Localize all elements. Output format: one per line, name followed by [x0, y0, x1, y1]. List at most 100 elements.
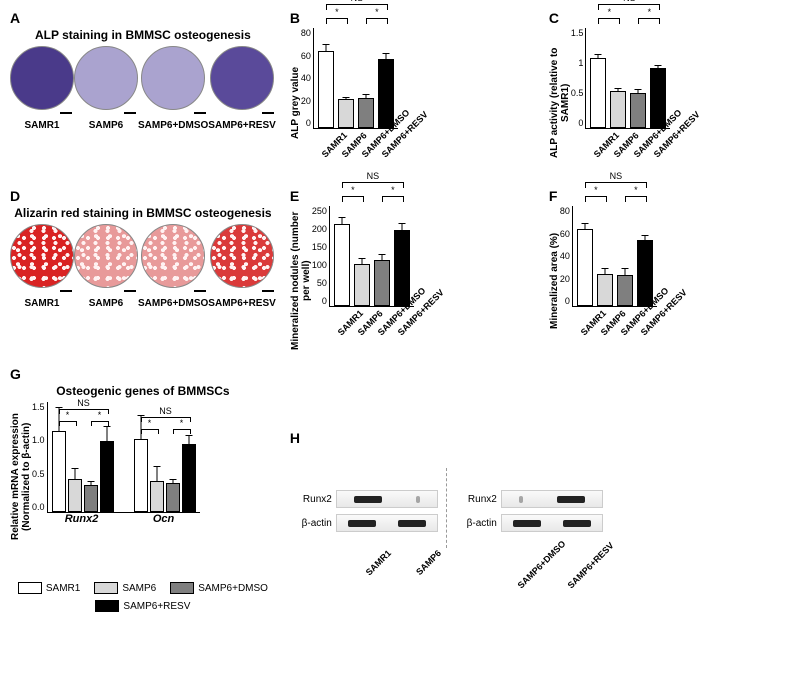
- panel-E: E Mineralized nodules (number per well)2…: [290, 188, 535, 356]
- figure: A ALP staining in BMMSC osteogenesis SAM…: [10, 10, 794, 612]
- bar: [597, 274, 613, 307]
- plot-area: **NS: [572, 206, 657, 307]
- scale-bar: [124, 290, 136, 292]
- well-circle: [210, 224, 274, 288]
- blot-row: β-actin: [290, 514, 438, 532]
- blot-lane-label: SAMP6+DMSO: [515, 548, 557, 590]
- blot-protein-label: Runx2: [455, 494, 497, 505]
- plot-area: **NS: [313, 28, 398, 129]
- well-item: SAMR1: [10, 46, 74, 131]
- panel-F: F Mineralized area (%)806040200**NSSAMR1…: [549, 188, 794, 356]
- blot-protein-label: Runx2: [290, 494, 332, 505]
- x-group-label: Ocn: [133, 513, 195, 525]
- legend-item: SAMR1: [18, 582, 80, 594]
- legend-swatch: [95, 600, 119, 612]
- legend-label: SAMR1: [46, 583, 80, 594]
- panel-E-chart: Mineralized nodules (number per well)250…: [290, 206, 535, 356]
- bar: [630, 93, 646, 128]
- panel-B-chart: ALP grey value806040200**NSSAMR1SAMP6SAM…: [290, 28, 535, 178]
- panel-A: A ALP staining in BMMSC osteogenesis SAM…: [10, 10, 276, 178]
- legend-swatch: [18, 582, 42, 594]
- y-ticks: 250200150100500: [312, 206, 327, 306]
- x-labels: SAMR1SAMP6SAMP6+DMSOSAMP6+RESV: [329, 307, 414, 317]
- well-circle: [10, 224, 74, 288]
- well-circle: [74, 46, 138, 110]
- blot-lane-box: [336, 514, 438, 532]
- well-label: SAMP6+RESV: [208, 298, 276, 309]
- bar: [590, 58, 606, 128]
- bar: [354, 264, 370, 306]
- bar: [394, 230, 410, 306]
- bar: [378, 59, 394, 128]
- well-circle: [141, 224, 205, 288]
- blot-band: [563, 520, 591, 527]
- panel-E-label: E: [290, 188, 535, 204]
- panel-A-label: A: [10, 10, 276, 26]
- legend-swatch: [170, 582, 194, 594]
- bar-group: **NS: [52, 431, 114, 512]
- bar: [617, 275, 633, 306]
- legend-item: SAMP6+DMSO: [170, 582, 268, 594]
- panel-G-title: Osteogenic genes of BMMSCs: [10, 384, 276, 398]
- legend-swatch: [94, 582, 118, 594]
- bar: [358, 98, 374, 128]
- panel-G: G Osteogenic genes of BMMSCs Relative mR…: [10, 366, 276, 612]
- x-tick-label: SAMP6+DMSO: [632, 141, 650, 159]
- plot-area: **NS: [585, 28, 670, 129]
- bar: [334, 224, 350, 306]
- well-label: SAMP6: [89, 120, 123, 131]
- bar: [577, 229, 593, 307]
- x-tick-label: SAMR1: [336, 319, 354, 337]
- bar: [338, 99, 354, 128]
- significance-bracket: NS: [326, 4, 388, 10]
- legend-label: SAMP6+RESV: [123, 601, 190, 612]
- blot-band: [398, 520, 426, 527]
- well-item: SAMP6: [74, 46, 138, 131]
- well-label: SAMR1: [24, 298, 59, 309]
- y-ticks: 806040200: [560, 206, 570, 306]
- blot-half: Runx2β-actinSAMP6+DMSOSAMP6+RESV: [455, 490, 603, 548]
- well-item: SAMR1: [10, 224, 74, 309]
- significance-bracket: *: [382, 196, 404, 202]
- legend-item: SAMP6+RESV: [95, 600, 190, 612]
- panel-A-title: ALP staining in BMMSC osteogenesis: [10, 28, 276, 42]
- well-item: SAMP6+DMSO: [138, 224, 208, 309]
- panel-C-label: C: [549, 10, 794, 26]
- bar: [318, 51, 334, 129]
- well-label: SAMP6+RESV: [208, 120, 276, 131]
- x-tick-label: SAMR1: [592, 141, 610, 159]
- x-labels: SAMR1SAMP6SAMP6+DMSOSAMP6+RESV: [313, 129, 398, 139]
- blot-lane-box: [336, 490, 438, 508]
- well-label: SAMP6+DMSO: [138, 120, 208, 131]
- blot-divider: [446, 468, 447, 548]
- well-item: SAMP6: [74, 224, 138, 309]
- blot-band: [519, 496, 523, 503]
- panel-D-label: D: [10, 188, 276, 204]
- significance-bracket: *: [625, 196, 647, 202]
- well-item: SAMP6+DMSO: [138, 46, 208, 131]
- significance-bracket: NS: [342, 182, 404, 188]
- bar: [374, 260, 390, 306]
- blot-lane-label: SAMP6+RESV: [565, 548, 607, 590]
- significance-bracket: *: [598, 18, 620, 24]
- bar-group: **NS: [134, 439, 196, 512]
- panel-G-label: G: [10, 366, 276, 382]
- x-tick-label: SAMR1: [579, 319, 597, 337]
- panel-B: B ALP grey value806040200**NSSAMR1SAMP6S…: [290, 10, 535, 178]
- well-label: SAMP6+DMSO: [138, 298, 208, 309]
- blot-band: [513, 520, 541, 527]
- blot-half: Runx2β-actinSAMR1SAMP6: [290, 490, 438, 548]
- panel-H: H Runx2β-actinSAMR1SAMP6Runx2β-actinSAMP…: [290, 366, 794, 612]
- panel-C: C ALP activity (relative to SAMR1)1.510.…: [549, 10, 794, 178]
- scale-bar: [60, 112, 72, 114]
- y-axis-label: Mineralized area (%): [549, 206, 560, 356]
- blot-row: β-actin: [455, 514, 603, 532]
- blot-protein-label: β-actin: [290, 518, 332, 529]
- blot-protein-label: β-actin: [455, 518, 497, 529]
- x-labels: SAMR1SAMP6SAMP6+DMSOSAMP6+RESV: [585, 129, 670, 139]
- well-circle: [10, 46, 74, 110]
- scale-bar: [60, 290, 72, 292]
- blot-lane-label: SAMP6: [400, 548, 442, 590]
- panel-D-wells: SAMR1 SAMP6SAMP6+DMSOSAMP6+RESV: [10, 224, 276, 309]
- significance-bracket: *: [638, 18, 660, 24]
